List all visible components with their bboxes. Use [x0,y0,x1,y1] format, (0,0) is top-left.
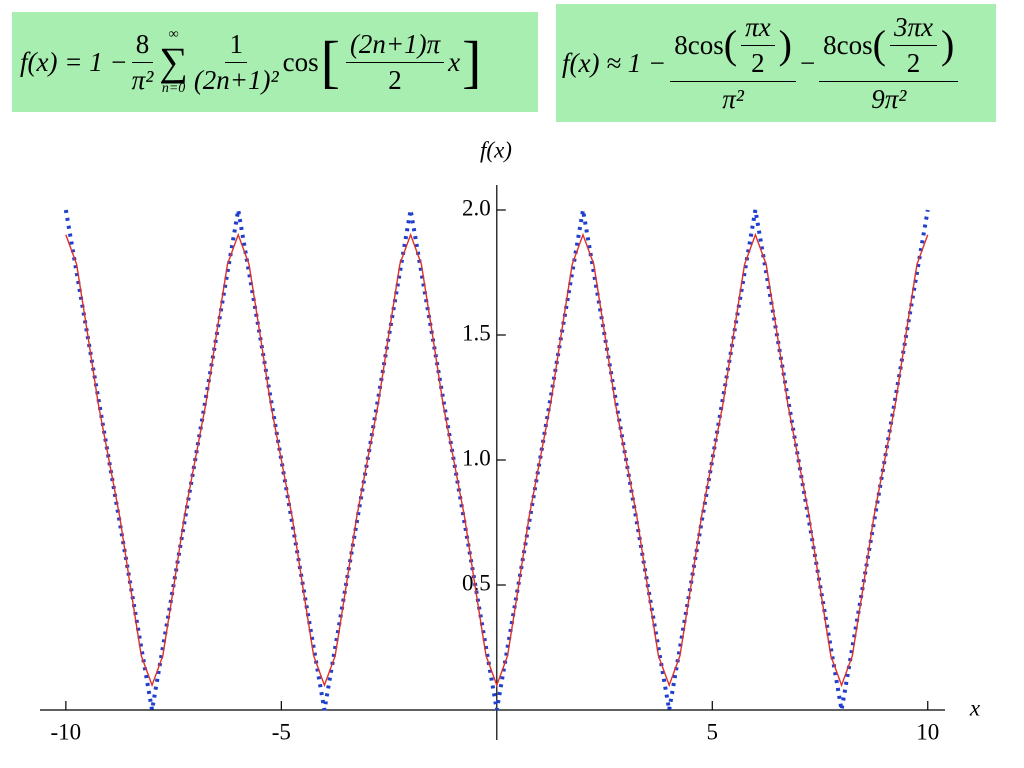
formula-approx: f(x) ≈ 1 − 8cos(πx 2) π² − 8cos(3πx 2) 9π² [556,4,996,122]
bracket: ] [462,29,482,94]
x-tick-label: 5 [707,719,719,744]
numerator: 8cos(3πx 2) [819,12,959,82]
denominator: 9π² [871,83,907,114]
formula-lhs: f(x) ≈ 1 − [562,47,667,78]
fraction: 8 π² [132,29,154,96]
x-tick-label: 10 [916,719,939,744]
numerator: 8 [131,29,154,63]
paren: ( [723,22,738,67]
denominator: (2n+1)² [193,64,279,95]
variable: x [448,46,461,77]
numerator: πx [741,12,775,46]
x-axis-label: x [969,695,981,720]
fraction: 8cos(3πx 2) 9π² [819,12,959,115]
fraction: 3πx 2 [890,12,938,79]
numerator: 8cos(πx 2) [670,12,796,82]
denominator: π² [722,83,744,114]
cos: cos [282,46,319,77]
sum-upper: ∞ [168,27,179,42]
sum-lower: n=0 [161,81,186,96]
denominator: 2 [751,47,765,78]
y-tick-label: 1.0 [462,445,491,470]
x-tick-label: -10 [51,719,82,744]
series-line [63,209,930,711]
paren: ) [778,22,792,67]
paren: ) [941,22,955,67]
fraction: 8cos(πx 2) π² [670,12,796,115]
coef-cos: 8cos [674,29,724,60]
minus: − [799,47,816,78]
series-line [65,232,929,688]
sum-symbol: ∑ [159,39,188,84]
denominator: 2 [388,64,402,95]
bracket: [ [320,29,340,94]
y-axis-label: f(x) [480,137,512,162]
coef-cos: 8cos [823,29,873,60]
formula-lhs: f(x) = 1 − [20,46,128,77]
sum: ∞ ∑ n=0 [159,28,188,96]
paren: ( [872,22,886,67]
y-tick-label: 2.0 [462,195,491,220]
y-tick-label: 1.5 [462,320,491,345]
numerator: 3πx [890,12,938,46]
formula-exact: f(x) = 1 − 8 π² ∞ ∑ n=0 1 (2n+1)² cos [ (2n+… [12,12,538,112]
denominator: 2 [906,47,921,78]
numerator: 1 [225,29,247,63]
fraction: πx 2 [741,12,775,79]
fraction: (2n+1)π 2 [345,29,445,96]
fraction: 1 (2n+1)² [194,29,279,96]
denominator: π² [131,64,154,95]
numerator: (2n+1)π [345,29,445,63]
x-tick-label: -5 [272,719,291,744]
